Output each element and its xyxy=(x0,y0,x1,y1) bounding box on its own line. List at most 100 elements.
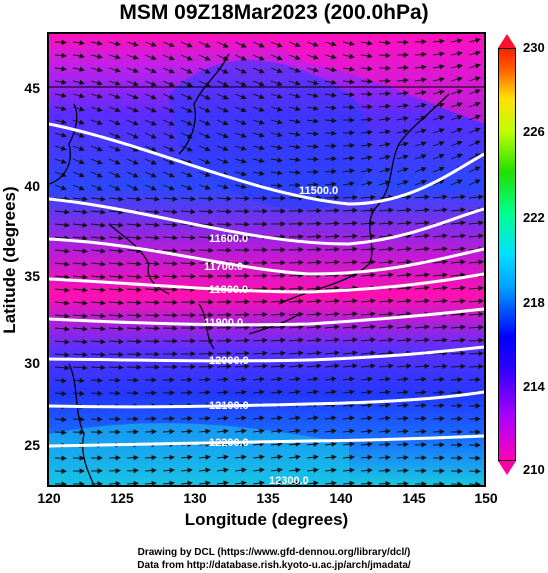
wind-arrow xyxy=(252,93,265,100)
wind-arrow xyxy=(234,183,247,190)
wind-arrow xyxy=(108,119,121,126)
wind-arrow xyxy=(180,145,193,152)
wind-arrow xyxy=(342,181,355,187)
wind-arrow xyxy=(360,65,373,72)
wind-arrow xyxy=(54,209,70,215)
contour-label-12000: 12000.0 xyxy=(209,355,249,367)
wind-arrow xyxy=(360,180,373,187)
wind-arrow xyxy=(396,467,409,474)
wind-arrow xyxy=(144,286,160,293)
wind-arrow xyxy=(360,324,376,330)
contour-label-12100: 12100.0 xyxy=(209,400,249,412)
colorbar-tick-226: 226 xyxy=(523,124,545,139)
wind-arrow xyxy=(360,142,373,148)
wind-arrow xyxy=(198,247,214,254)
wind-arrow xyxy=(198,67,211,74)
wind-arrow xyxy=(90,261,106,267)
wind-arrow xyxy=(144,325,160,332)
wind-arrow xyxy=(216,208,232,215)
wind-arrow xyxy=(342,259,358,265)
wind-arrow xyxy=(324,454,337,460)
wind-arrow xyxy=(54,79,67,85)
wind-arrow xyxy=(414,285,430,291)
wind-arrow xyxy=(468,140,481,147)
wind-arrow xyxy=(108,54,121,60)
wind-arrow xyxy=(306,324,322,330)
wind-arrow xyxy=(306,54,319,60)
wind-arrow xyxy=(342,155,355,161)
wind-arrow xyxy=(378,39,391,46)
wind-arrow xyxy=(54,248,70,254)
wind-arrow xyxy=(324,233,340,240)
wind-arrow xyxy=(72,53,85,59)
wind-arrow xyxy=(396,311,412,317)
wind-arrow xyxy=(108,364,124,371)
wind-arrow xyxy=(306,143,319,150)
wind-arrow xyxy=(180,106,193,113)
wind-arrow xyxy=(72,209,88,215)
wind-arrow xyxy=(162,106,175,113)
wind-arrow xyxy=(450,115,463,121)
wind-arrow xyxy=(432,285,448,291)
wind-arrow xyxy=(90,338,106,345)
wind-arrow xyxy=(324,117,337,124)
wind-arrow xyxy=(432,51,445,57)
wind-arrow xyxy=(54,261,70,267)
wind-arrow xyxy=(414,207,430,213)
wind-arrow xyxy=(198,184,211,190)
wind-arrow xyxy=(198,376,211,383)
wind-arrow xyxy=(396,220,412,226)
wind-arrow xyxy=(306,363,322,369)
wind-arrow xyxy=(378,142,391,148)
wind-arrow xyxy=(432,246,448,252)
wind-arrow xyxy=(198,106,211,113)
wind-arrow xyxy=(252,454,265,460)
wind-arrow xyxy=(90,287,106,293)
wind-arrow xyxy=(378,207,394,213)
wind-arrow xyxy=(270,467,283,473)
wind-arrow xyxy=(72,313,88,319)
wind-arrow xyxy=(108,261,124,267)
wind-arrow xyxy=(72,377,85,384)
wind-arrow xyxy=(306,389,319,395)
wind-arrow xyxy=(432,259,448,265)
wind-arrow xyxy=(90,93,103,99)
wind-arrow xyxy=(360,363,376,369)
wind-arrow xyxy=(378,233,394,239)
wind-arrow xyxy=(270,480,283,485)
wind-arrow xyxy=(432,38,445,44)
wind-arrow xyxy=(216,195,232,202)
wind-arrow xyxy=(342,454,355,460)
wind-arrow xyxy=(198,415,211,422)
wind-arrow xyxy=(144,312,160,319)
wind-arrow xyxy=(90,171,103,178)
wind-arrow xyxy=(324,79,337,85)
wind-arrow xyxy=(126,196,142,202)
wind-arrow xyxy=(414,272,430,278)
wind-arrow xyxy=(108,106,121,113)
wind-arrow xyxy=(450,337,466,343)
wind-arrow xyxy=(288,415,301,421)
wind-arrow xyxy=(252,389,265,395)
wind-arrow xyxy=(324,311,340,317)
wind-arrow xyxy=(270,119,283,125)
wind-arrow xyxy=(378,363,394,369)
wind-arrow xyxy=(288,363,304,369)
wind-arrow xyxy=(216,41,229,48)
wind-arrow xyxy=(306,92,319,99)
wind-arrow xyxy=(306,428,319,434)
wind-arrow xyxy=(450,272,466,278)
wind-arrow xyxy=(432,298,448,304)
wind-arrow xyxy=(414,194,430,200)
wind-arrow xyxy=(72,326,88,332)
wind-arrow xyxy=(234,467,247,473)
wind-arrow xyxy=(342,363,358,369)
wind-arrow xyxy=(396,154,409,160)
wind-arrow xyxy=(468,377,481,383)
wind-arrow xyxy=(162,80,175,87)
wind-arrow xyxy=(414,166,427,173)
wind-arrow xyxy=(288,324,304,330)
wind-arrow xyxy=(126,480,139,485)
wind-arrow xyxy=(126,93,139,100)
wind-arrow xyxy=(342,480,355,485)
